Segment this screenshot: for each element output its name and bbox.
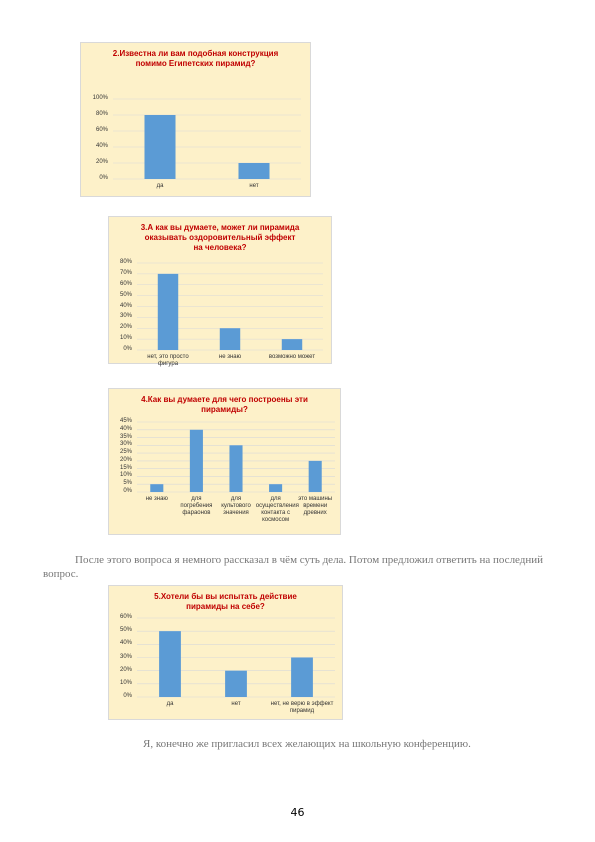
x-tick-label: да	[156, 183, 164, 189]
x-tick-label: не знаю	[218, 354, 242, 360]
y-tick-label: 15%	[119, 464, 132, 471]
y-tick-label: 80%	[95, 111, 108, 117]
y-tick-label: 25%	[119, 449, 132, 456]
chart: 3.А как вы думаете, может ли пирамида ок…	[108, 216, 332, 367]
x-tick-label: нет	[231, 701, 241, 707]
y-tick-label: 0%	[123, 488, 132, 494]
chart-title: 2.Известна ли вам подобная конструкция п…	[112, 49, 279, 68]
y-tick-label: 0%	[99, 175, 108, 181]
y-tick-label: 50%	[119, 627, 132, 634]
plot	[137, 262, 323, 351]
y-tick-label: 0%	[123, 693, 132, 699]
chart: 4.Как вы думаете для чего построены эти …	[108, 388, 341, 535]
x-tick-label: возможно может	[268, 354, 316, 360]
x-tick-label: нет	[249, 183, 259, 189]
chart-title: 3.А как вы думаете, может ли пирамида ок…	[140, 223, 300, 252]
bar	[144, 115, 176, 179]
chart-title: 4.Как вы думаете для чего построены эти …	[141, 395, 308, 414]
x-tick-label: для осуществления контакта с космосом	[255, 496, 299, 523]
y-tick-label: 5%	[123, 480, 132, 487]
paragraph: Я, конечно же пригласил всех желающих на…	[143, 738, 471, 750]
y-tick-label: 20%	[119, 666, 132, 673]
y-tick-label: 70%	[119, 269, 132, 276]
y-tick-label: 20%	[95, 159, 108, 165]
x-tick-label: для погребения фараонов	[180, 496, 213, 516]
bar	[229, 445, 243, 492]
y-tick-label: 10%	[119, 679, 132, 686]
y-tick-label: 40%	[119, 302, 132, 309]
x-tick-label: не знаю	[145, 496, 168, 502]
y-tick-label: 80%	[119, 259, 132, 265]
page-number: 46	[290, 806, 305, 819]
bar	[291, 657, 313, 697]
y-tick-label: 50%	[119, 291, 132, 298]
y-tick-label: 30%	[119, 313, 132, 320]
bar	[219, 328, 241, 350]
x-tick-label: нет, не верю в эффект пирамид	[270, 701, 334, 714]
y-tick-label: 20%	[119, 456, 132, 463]
plot	[137, 421, 335, 493]
bar	[225, 670, 247, 697]
bar	[308, 460, 322, 492]
y-tick-label: 35%	[119, 433, 132, 440]
paragraph: После этого вопроса я немного рассказал …	[43, 554, 544, 580]
y-tick-label: 30%	[119, 441, 132, 448]
y-tick-label: 10%	[119, 472, 132, 479]
bar	[150, 484, 164, 492]
y-tick-label: 45%	[119, 418, 132, 424]
chart-title: 5.Хотели бы вы испытать действие пирамид…	[154, 592, 297, 611]
y-tick-label: 40%	[95, 143, 108, 149]
x-tick-label: да	[166, 701, 174, 707]
y-tick-label: 0%	[123, 346, 132, 352]
bar	[269, 484, 283, 492]
bar	[281, 339, 303, 350]
x-tick-label: для культового значения	[221, 496, 251, 516]
y-tick-label: 60%	[95, 127, 108, 133]
chart: 2.Известна ли вам подобная конструкция п…	[80, 42, 311, 197]
plot	[137, 617, 335, 698]
bar	[157, 273, 179, 350]
bar	[238, 163, 270, 179]
chart: 5.Хотели бы вы испытать действие пирамид…	[108, 585, 343, 720]
plot	[113, 98, 301, 180]
y-tick-label: 40%	[119, 640, 132, 647]
x-tick-label: это машины времени древних	[298, 496, 333, 516]
x-tick-label: нет, это просто фигура	[147, 354, 189, 367]
bar	[189, 429, 203, 492]
y-tick-label: 10%	[119, 335, 132, 342]
bar	[159, 631, 181, 697]
y-tick-label: 60%	[119, 614, 132, 620]
y-tick-label: 40%	[119, 425, 132, 432]
y-tick-label: 100%	[92, 95, 108, 101]
y-tick-label: 60%	[119, 280, 132, 287]
y-tick-label: 20%	[119, 324, 132, 331]
y-tick-label: 30%	[119, 653, 132, 660]
